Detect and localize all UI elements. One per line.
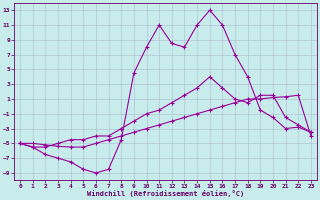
X-axis label: Windchill (Refroidissement éolien,°C): Windchill (Refroidissement éolien,°C) <box>87 190 244 197</box>
